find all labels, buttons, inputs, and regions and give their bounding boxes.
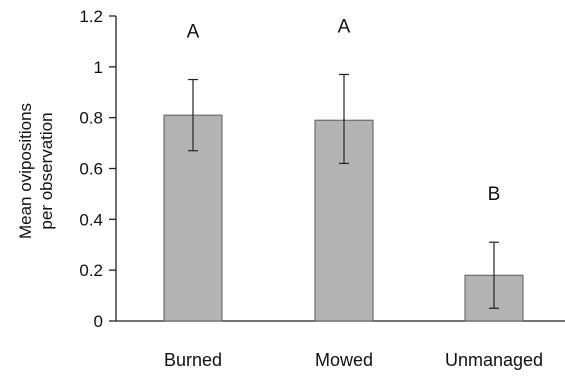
significance-labels: A A B (187, 16, 501, 205)
significance-label: A (338, 16, 351, 37)
error-bar-unmanaged (489, 241, 499, 309)
y-tick-label: 1.2 (79, 7, 103, 26)
y-axis-title-line-1: Mean ovipositions (16, 103, 35, 239)
y-tick-label: 0.2 (79, 261, 103, 280)
significance-label: A (187, 22, 200, 43)
y-tick-label: 1 (94, 58, 103, 77)
error-bar-mowed (339, 73, 349, 165)
y-axis-title-line-2: per observation (37, 112, 56, 229)
x-category-labels: Burned Mowed Unmanaged (164, 350, 543, 370)
error-bars (188, 73, 499, 309)
x-category-label: Mowed (315, 350, 373, 370)
y-axis-title: Mean ovipositions per observation (16, 103, 56, 239)
error-bar-burned (188, 78, 198, 152)
significance-label: B (488, 184, 501, 205)
y-tick-label: 0 (94, 312, 103, 331)
y-tick-label: 0.4 (79, 210, 103, 229)
y-tick-label: 0.6 (79, 160, 103, 179)
x-category-label: Burned (164, 350, 222, 370)
x-category-label: Unmanaged (445, 350, 543, 370)
y-ticks: 0 0.2 0.4 0.6 0.8 1 1.2 (79, 7, 116, 331)
y-tick-label: 0.8 (79, 109, 103, 128)
